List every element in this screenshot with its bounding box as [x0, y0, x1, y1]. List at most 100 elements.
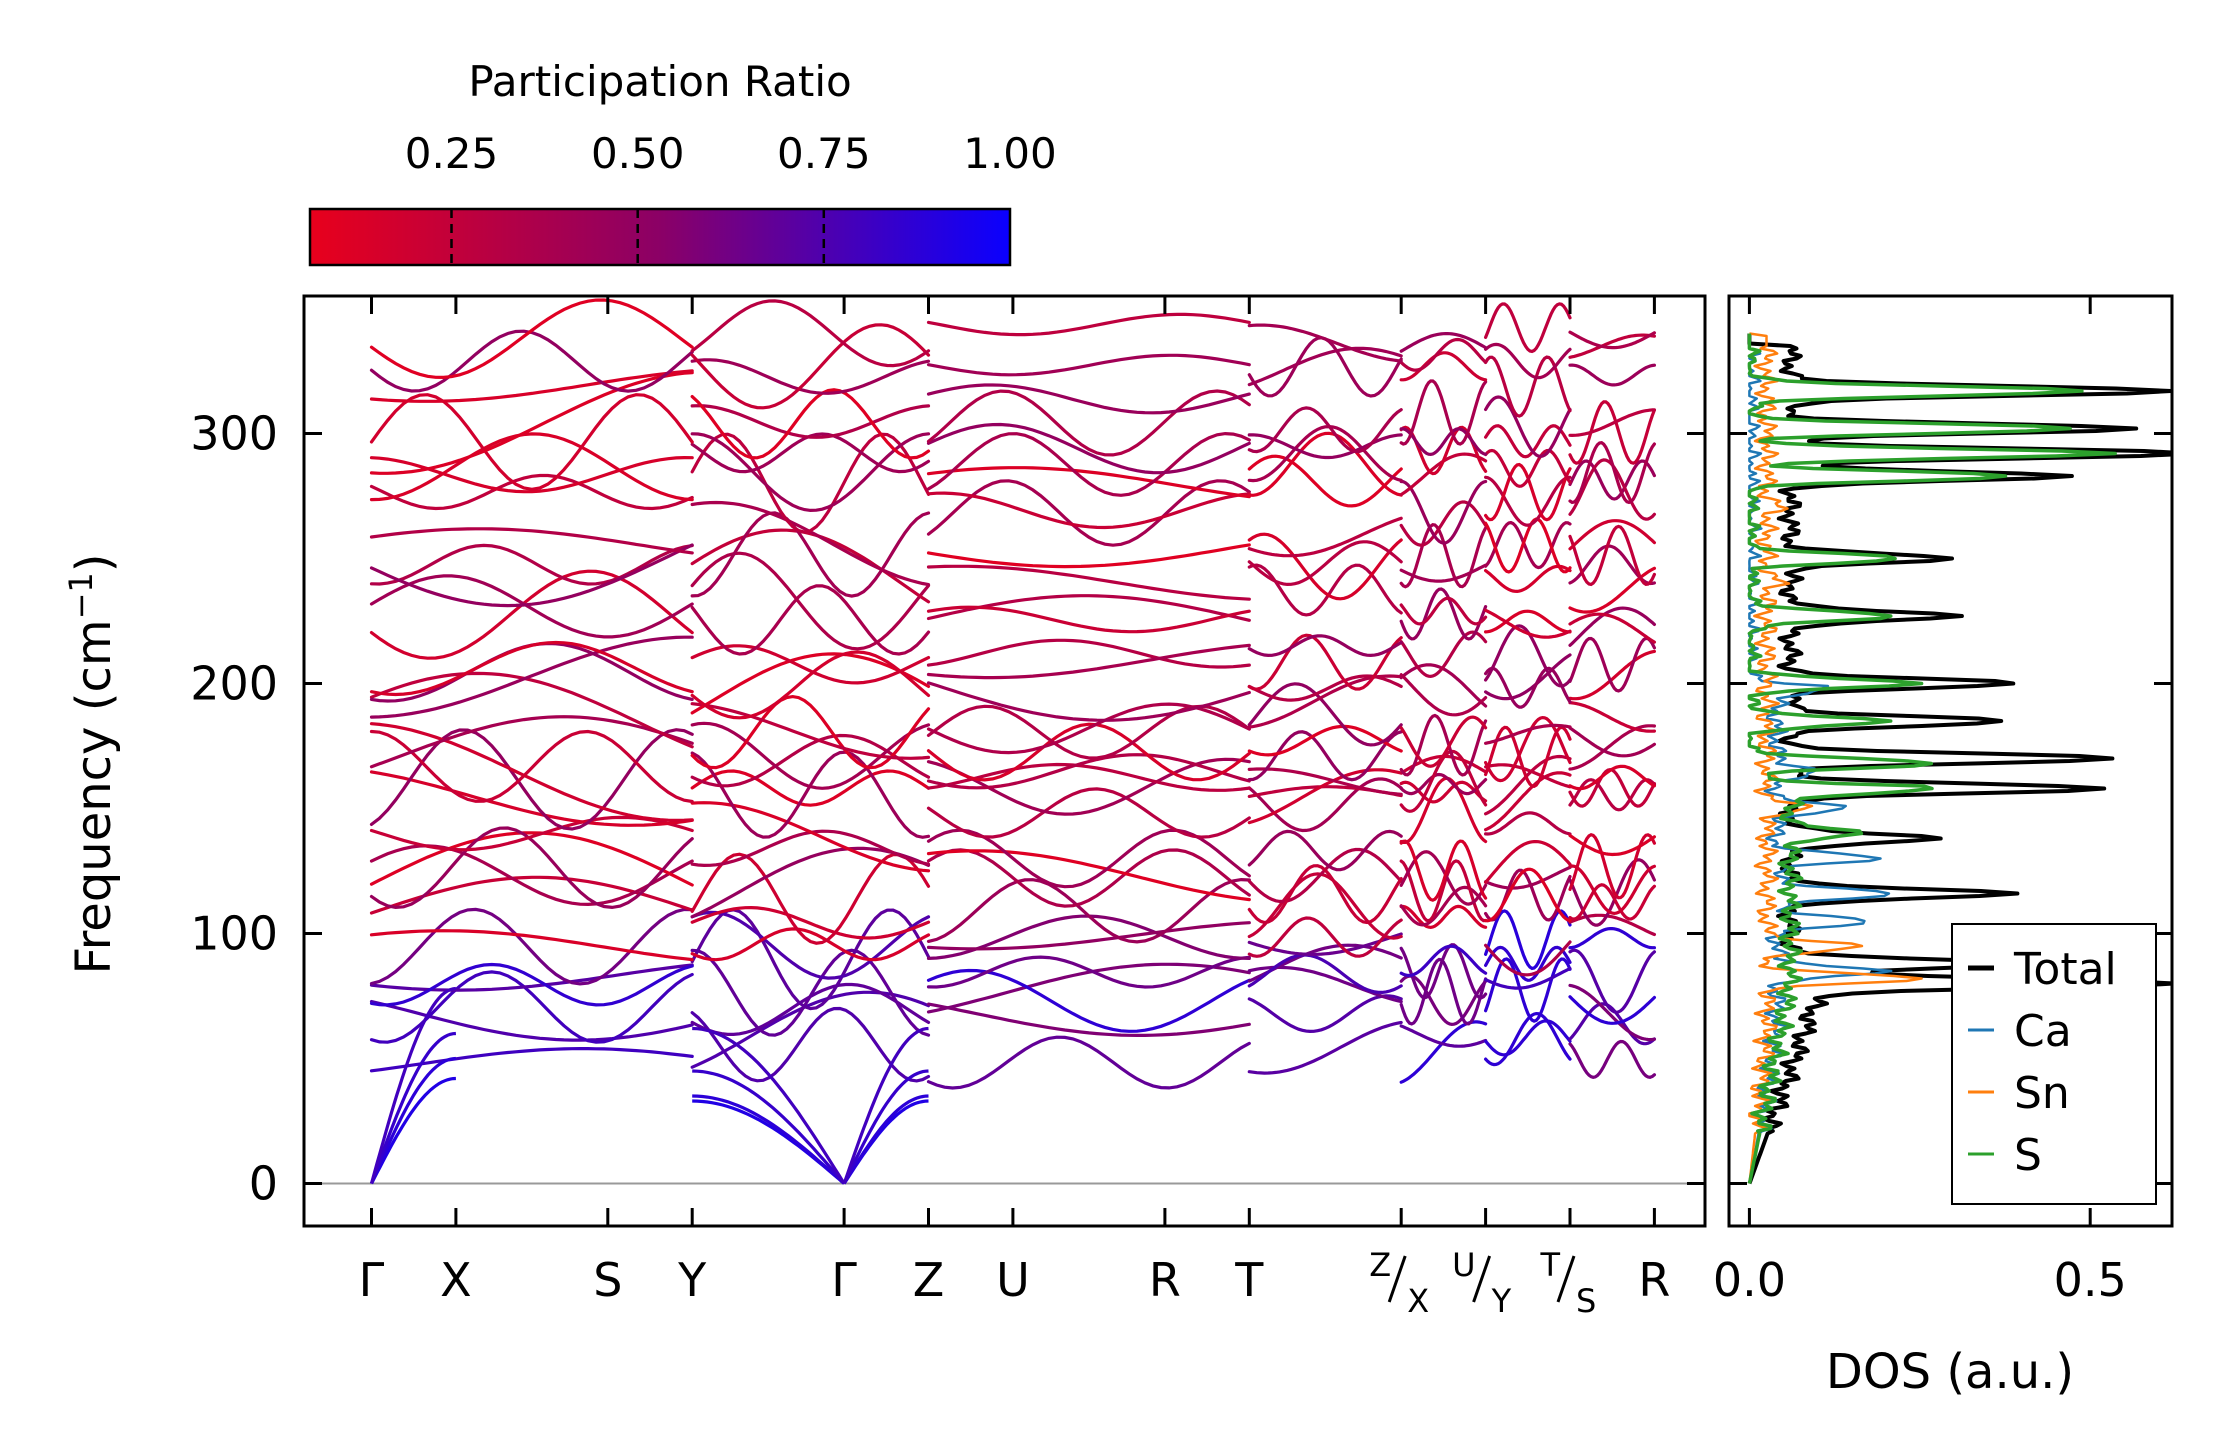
x-tick-label-top: Z	[1369, 1246, 1391, 1284]
phonon-band-segment	[1483, 653, 1572, 701]
acoustic-branch	[842, 1069, 929, 1185]
phonon-band-segment	[1399, 943, 1488, 1000]
phonon-band-segment	[1568, 606, 1657, 647]
phonon-band-segment	[1399, 780, 1488, 804]
phonon-band-segment	[1568, 459, 1657, 501]
phonon-band-segment	[690, 948, 931, 1037]
phonon-band-segment	[1568, 519, 1657, 551]
phonon-band-segment	[1247, 674, 1403, 702]
phonon-band-segment	[1568, 330, 1657, 350]
phonon-band-segment	[1247, 424, 1403, 483]
phonon-band-segment	[1247, 563, 1403, 617]
phonon-band-segment	[1247, 431, 1403, 497]
phonon-band-segment	[1483, 1011, 1572, 1067]
phonon-band-segment	[926, 968, 1251, 1033]
phonon-band-segment	[1399, 904, 1488, 930]
phonon-band-segment	[1568, 363, 1657, 387]
phonon-band-segment	[690, 528, 931, 604]
phonon-band-segment	[926, 753, 1251, 790]
phonon-band-segment	[690, 551, 931, 651]
phonon-band-segment	[690, 702, 931, 760]
phonon-band-segment	[1399, 673, 1488, 717]
phonon-band-segment	[369, 728, 694, 831]
phonon-band-segment	[1483, 609, 1572, 634]
acoustic-branch	[369, 1031, 457, 1185]
phonon-band-segment	[926, 422, 1251, 475]
x-tick-label: S	[593, 1253, 622, 1307]
dos-curve-ca	[1748, 333, 1893, 1184]
phonon-band-segment	[369, 635, 694, 719]
phonon-band-segment	[926, 1035, 1251, 1090]
phonon-band-segment	[369, 640, 694, 697]
phonon-band-segment	[369, 371, 694, 475]
phonon-band-segment	[1568, 612, 1657, 644]
phonon-band-segment	[1568, 926, 1657, 950]
phonon-band-segment	[1247, 994, 1403, 1034]
phonon-band-segment	[369, 432, 694, 502]
phonon-band-segment	[369, 722, 694, 823]
phonon-band-segment	[1483, 1019, 1572, 1057]
phonon-band-segment	[1568, 1039, 1657, 1079]
phonon-band-segment	[690, 511, 931, 598]
phonon-band-segment	[1483, 839, 1572, 884]
phonon-band-segment	[926, 762, 1251, 792]
dos-curve-s	[1747, 333, 2117, 1184]
phonon-band-segment	[1247, 932, 1403, 957]
phonon-band-segment	[1247, 724, 1403, 757]
phonon-band-segment	[926, 491, 1251, 530]
phonon-band-segment	[690, 358, 931, 395]
dos-curve-sn	[1748, 332, 1923, 1184]
phonon-band-segment	[1483, 475, 1572, 527]
y-tick-label: 200	[190, 657, 278, 711]
dos-x-tick-label: 0.0	[1713, 1253, 1786, 1307]
phonon-bands	[304, 298, 1705, 1185]
x-tick-label: R	[1149, 1253, 1181, 1307]
phonon-band-segment	[1483, 966, 1572, 990]
phonon-band-segment	[1247, 864, 1403, 925]
x-tick-label-bottom: Y	[1491, 1282, 1512, 1320]
phonon-band-segment	[1247, 516, 1403, 558]
phonon-band-segment	[690, 733, 931, 788]
x-tick-label-composite: UY	[1452, 1246, 1511, 1320]
phonon-band-segment	[1568, 833, 1657, 857]
phonon-band-segment	[1399, 351, 1488, 382]
phonon-band-segment	[690, 852, 931, 945]
phonon-band-segment	[369, 907, 694, 986]
x-tick-label: Γ	[359, 1253, 385, 1307]
legend-label-total: Total	[2013, 944, 2117, 995]
phonon-band-segment	[1483, 302, 1572, 354]
acoustic-branch	[370, 1056, 457, 1185]
phonon-band-segment	[1247, 953, 1403, 995]
legend-box	[1951, 923, 2157, 1205]
phonon-band-segment	[926, 849, 1251, 902]
x-tick-label-slash	[1556, 1255, 1576, 1303]
phonon-band-segment	[926, 643, 1251, 680]
phonon-band-segment	[369, 929, 694, 962]
phonon-band-segment	[1568, 636, 1657, 693]
phonon-band-segment	[1399, 944, 1488, 978]
phonon-band-segment	[1399, 337, 1488, 372]
phonon-band-segment	[1568, 726, 1657, 758]
acoustic-branch	[370, 1076, 456, 1185]
phonon-band-segment	[690, 323, 931, 410]
phonon-band-segment	[1247, 433, 1403, 460]
legend-label-sn: Sn	[2014, 1068, 2070, 1119]
phonon-band-segment	[1568, 883, 1657, 921]
ylabel-sup: −1	[62, 572, 100, 619]
phonon-band-segment	[690, 769, 931, 807]
phonon-band-segment	[1399, 596, 1488, 626]
phonon-band-segment	[926, 389, 1251, 457]
phonon-band-segment	[1247, 965, 1403, 1004]
phonon-band-segment	[1483, 395, 1572, 459]
phonon-band-segment	[1568, 524, 1657, 587]
phonon-band-segment	[1399, 776, 1488, 845]
phonon-band-segment	[690, 1006, 931, 1083]
phonon-band-segment	[690, 694, 931, 770]
phonon-band-segment	[1247, 1020, 1403, 1075]
colorbar-title: Participation Ratio	[468, 57, 851, 106]
phonon-band-segment	[690, 650, 931, 720]
phonon-band-segment	[369, 729, 694, 804]
phonon-band-segment	[1568, 995, 1657, 1025]
phonon-band-segment	[1483, 771, 1572, 832]
dos-ticks: 0.0 0.5	[1713, 296, 2172, 1307]
